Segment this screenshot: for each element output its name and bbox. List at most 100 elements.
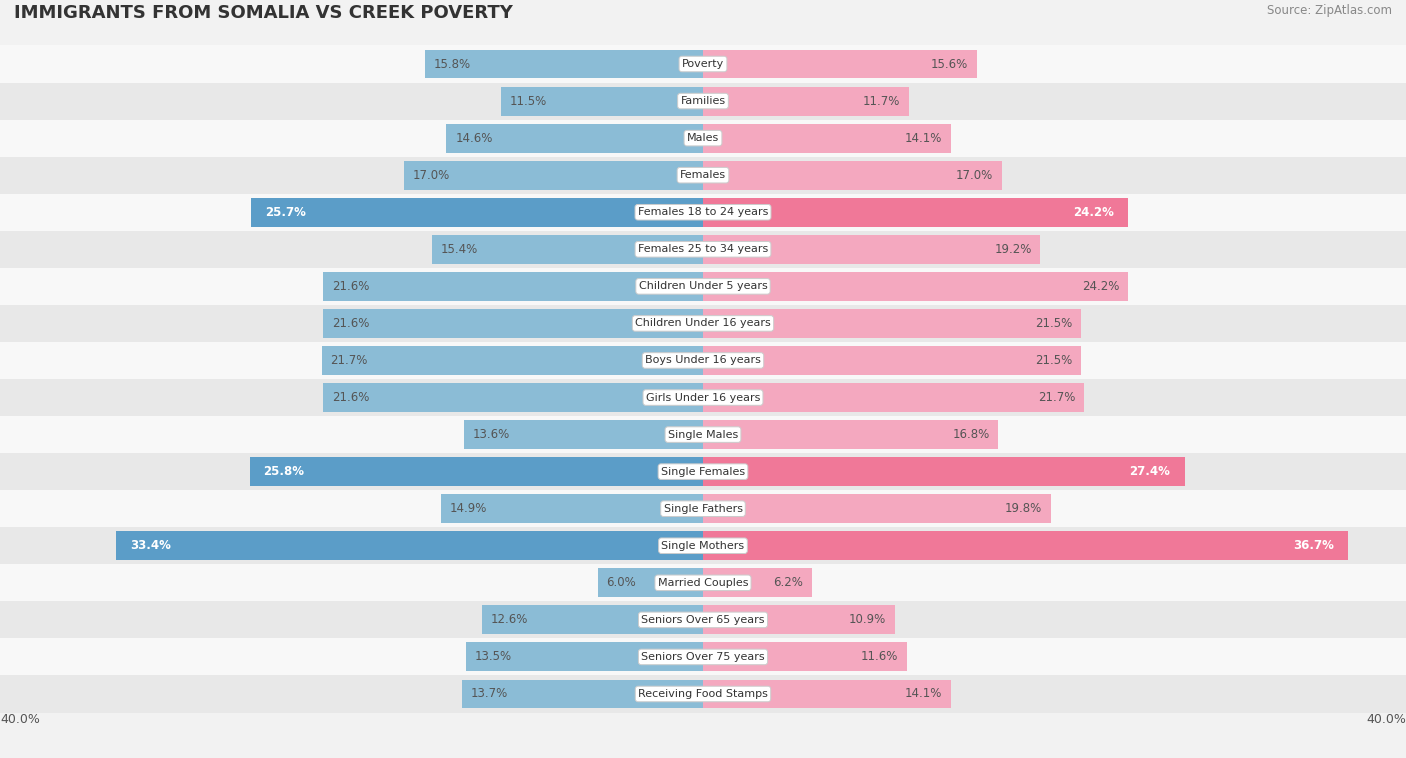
Text: 19.2%: 19.2% — [994, 243, 1032, 255]
Bar — [0, 230, 1406, 268]
Text: 10.9%: 10.9% — [849, 613, 886, 626]
Text: 11.6%: 11.6% — [860, 650, 898, 663]
Bar — [0, 379, 1406, 416]
Bar — [703, 272, 1129, 301]
Text: 21.6%: 21.6% — [332, 317, 370, 330]
Bar — [0, 601, 1406, 638]
Text: IMMIGRANTS FROM SOMALIA VS CREEK POVERTY: IMMIGRANTS FROM SOMALIA VS CREEK POVERTY — [14, 4, 513, 22]
Text: 13.7%: 13.7% — [471, 688, 508, 700]
Text: 17.0%: 17.0% — [413, 169, 450, 182]
Bar — [323, 309, 703, 338]
Text: 40.0%: 40.0% — [1367, 713, 1406, 725]
Text: 11.7%: 11.7% — [862, 95, 900, 108]
Bar — [0, 268, 1406, 305]
Text: 21.5%: 21.5% — [1035, 354, 1073, 367]
Text: 16.8%: 16.8% — [952, 428, 990, 441]
Bar — [252, 198, 703, 227]
Text: 21.6%: 21.6% — [332, 391, 370, 404]
Bar — [0, 83, 1406, 120]
Text: Children Under 5 years: Children Under 5 years — [638, 281, 768, 291]
Text: 21.5%: 21.5% — [1035, 317, 1073, 330]
Text: 25.8%: 25.8% — [264, 465, 305, 478]
Bar — [703, 643, 907, 672]
Bar — [322, 346, 703, 375]
Bar — [0, 416, 1406, 453]
Bar — [703, 235, 1040, 264]
Bar — [703, 457, 1184, 486]
Text: 21.7%: 21.7% — [1038, 391, 1076, 404]
Text: 21.7%: 21.7% — [330, 354, 368, 367]
Text: Boys Under 16 years: Boys Under 16 years — [645, 356, 761, 365]
Bar — [0, 45, 1406, 83]
Text: 6.2%: 6.2% — [773, 576, 803, 589]
Text: Females: Females — [681, 171, 725, 180]
Text: 40.0%: 40.0% — [0, 713, 39, 725]
Text: 14.9%: 14.9% — [450, 503, 488, 515]
Bar — [501, 86, 703, 115]
Bar — [703, 198, 1129, 227]
Bar — [481, 606, 703, 634]
Bar — [425, 49, 703, 79]
Text: 24.2%: 24.2% — [1083, 280, 1119, 293]
Bar — [0, 564, 1406, 601]
Text: 19.8%: 19.8% — [1005, 503, 1042, 515]
Bar — [441, 494, 703, 523]
Text: Females 18 to 24 years: Females 18 to 24 years — [638, 207, 768, 218]
Text: Single Mothers: Single Mothers — [661, 540, 745, 551]
Text: 15.6%: 15.6% — [931, 58, 969, 70]
Text: 15.4%: 15.4% — [441, 243, 478, 255]
Bar — [0, 342, 1406, 379]
Bar — [703, 161, 1001, 190]
Text: 14.1%: 14.1% — [904, 688, 942, 700]
Text: Seniors Over 75 years: Seniors Over 75 years — [641, 652, 765, 662]
Text: 13.5%: 13.5% — [475, 650, 512, 663]
Bar — [703, 568, 813, 597]
Bar — [447, 124, 703, 152]
Text: Families: Families — [681, 96, 725, 106]
Text: 25.7%: 25.7% — [266, 205, 307, 219]
Text: Receiving Food Stamps: Receiving Food Stamps — [638, 689, 768, 699]
Text: 11.5%: 11.5% — [510, 95, 547, 108]
Text: 13.6%: 13.6% — [472, 428, 510, 441]
Bar — [703, 531, 1348, 560]
Text: Single Fathers: Single Fathers — [664, 504, 742, 514]
Text: 12.6%: 12.6% — [491, 613, 527, 626]
Bar — [0, 638, 1406, 675]
Bar — [703, 679, 950, 709]
Bar — [703, 606, 894, 634]
Bar — [0, 120, 1406, 157]
Text: Married Couples: Married Couples — [658, 578, 748, 587]
Text: 24.2%: 24.2% — [1073, 205, 1114, 219]
Bar — [703, 494, 1052, 523]
Bar — [0, 528, 1406, 564]
Bar — [323, 383, 703, 412]
Text: 33.4%: 33.4% — [129, 539, 172, 553]
Text: 21.6%: 21.6% — [332, 280, 370, 293]
Text: Females 25 to 34 years: Females 25 to 34 years — [638, 244, 768, 254]
Bar — [0, 490, 1406, 528]
Bar — [703, 309, 1081, 338]
Text: 6.0%: 6.0% — [606, 576, 636, 589]
Bar — [703, 346, 1081, 375]
Bar — [464, 420, 703, 449]
Bar — [0, 194, 1406, 230]
Bar — [0, 157, 1406, 194]
Bar — [433, 235, 703, 264]
Text: 14.6%: 14.6% — [456, 132, 492, 145]
Bar — [0, 305, 1406, 342]
Bar — [703, 383, 1084, 412]
Bar — [703, 124, 950, 152]
Text: Poverty: Poverty — [682, 59, 724, 69]
Text: Source: ZipAtlas.com: Source: ZipAtlas.com — [1267, 4, 1392, 17]
Text: 17.0%: 17.0% — [956, 169, 993, 182]
Text: 14.1%: 14.1% — [904, 132, 942, 145]
Bar — [250, 457, 703, 486]
Bar — [465, 643, 703, 672]
Text: Girls Under 16 years: Girls Under 16 years — [645, 393, 761, 402]
Text: Males: Males — [688, 133, 718, 143]
Text: 15.8%: 15.8% — [434, 58, 471, 70]
Text: Single Males: Single Males — [668, 430, 738, 440]
Bar — [323, 272, 703, 301]
Bar — [0, 675, 1406, 713]
Bar — [115, 531, 703, 560]
